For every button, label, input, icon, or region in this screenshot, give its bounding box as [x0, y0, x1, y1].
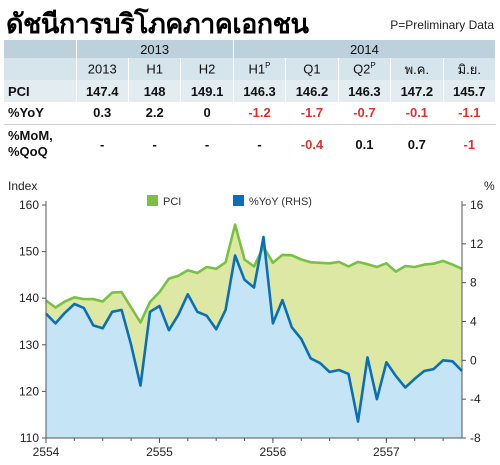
table-row-pci: PCI 147.4 148 149.1 146.3 146.2 146.3 14… — [4, 80, 497, 102]
left-tick-label: 120 — [19, 384, 39, 398]
x-tick-label: 2556 — [260, 445, 287, 459]
col-header: มิ.ย. — [443, 58, 497, 80]
right-tick-label: 8 — [470, 276, 477, 290]
right-tick-label: 12 — [470, 237, 484, 251]
col-header: H2 — [180, 58, 234, 80]
x-tick-label: 2557 — [373, 445, 400, 459]
table-cell: 146.3 — [338, 80, 392, 102]
pci-line — [45, 223, 463, 324]
table-cell: -0.7 — [338, 102, 392, 125]
left-tick-label: 130 — [19, 338, 39, 352]
right-tick-label: 0 — [470, 353, 477, 367]
table-row-yoy: %YoY 0.3 2.2 0 -1.2 -1.7 -0.7 -0.1 -1.1 — [4, 102, 497, 125]
left-tick-label: 150 — [19, 245, 39, 259]
legend-swatch-yoy — [233, 195, 244, 206]
table-cell: -1 — [443, 124, 497, 164]
table-cell: 0.7 — [390, 124, 444, 164]
pci-yoy-chart: 110 120 130 140 150 160 -8 -4 0 4 8 12 16 2554 2555 255… — [8, 179, 495, 459]
col-header: Q1 — [285, 58, 339, 80]
table-cell: 148 — [128, 80, 182, 102]
col-header: พ.ค. — [390, 58, 444, 80]
left-tick-label: 160 — [19, 198, 39, 212]
legend-label-yoy: %YoY (RHS) — [249, 196, 312, 208]
table-cell: 0.3 — [76, 102, 129, 125]
table-cell: 147.4 — [76, 80, 129, 102]
table-cell: 0 — [180, 102, 234, 125]
year-group-2013: 2013 — [76, 40, 234, 58]
chart-area: 110 120 130 140 150 160 -8 -4 0 4 8 12 16 2554 2555 255… — [0, 178, 500, 465]
table-cell: 149.1 — [180, 80, 234, 102]
left-tick-label: 140 — [19, 291, 39, 305]
left-tick-label: 110 — [20, 431, 39, 445]
row-label: %YoY — [4, 102, 77, 125]
table-cell: 146.2 — [285, 80, 339, 102]
col-header: Q2P — [338, 58, 392, 80]
table-period-row: 2013 H1 H2 H1P Q1 Q2P พ.ค. มิ.ย. — [4, 58, 497, 80]
row-label: %MoM, %QoQ — [4, 124, 77, 164]
legend-label-pci: PCI — [163, 196, 181, 208]
table-period-blank — [4, 58, 77, 80]
right-tick-label: -4 — [470, 392, 481, 406]
year-group-2014: 2014 — [233, 40, 497, 58]
right-tick-label: 4 — [470, 315, 477, 329]
table-cell: -1.2 — [233, 102, 287, 125]
page-title: ดัชนีการบริโภคภาคเอกชน — [6, 9, 309, 39]
yoy-line — [45, 235, 463, 423]
right-tick-label: 16 — [470, 198, 484, 212]
header: ดัชนีการบริโภคภาคเอกชน P=Preliminary Dat… — [0, 0, 500, 40]
table-cell: -1.7 — [285, 102, 339, 125]
row-label: PCI — [4, 80, 77, 102]
x-tick-label: 2554 — [33, 445, 60, 459]
table-cell: 146.3 — [233, 80, 287, 102]
right-tick-label: -8 — [470, 431, 481, 445]
table-cell: - — [76, 124, 129, 164]
table-cell: - — [128, 124, 182, 164]
table-cell: -0.4 — [285, 124, 339, 164]
table-cell: - — [180, 124, 234, 164]
data-table: 2013 2014 2013 H1 H2 H1P Q1 Q2P พ.ค. มิ.… — [4, 40, 497, 164]
legend-swatch-pci — [147, 195, 158, 206]
table-cell: 145.7 — [443, 80, 497, 102]
left-axis-title: Index — [8, 179, 37, 193]
table-cell: 0.1 — [338, 124, 392, 164]
table-cell: - — [233, 124, 287, 164]
col-header: H1P — [233, 58, 287, 80]
yoy-area — [46, 237, 462, 438]
table-cell: -0.1 — [390, 102, 444, 125]
table-cell: 147.2 — [390, 80, 444, 102]
table-cell: -1.1 — [443, 102, 497, 125]
preliminary-note: P=Preliminary Data — [390, 18, 494, 32]
table-cell: 2.2 — [128, 102, 182, 125]
table-row-mom: %MoM, %QoQ - - - - -0.4 0.1 0.7 -1 — [4, 124, 497, 164]
table-corner-cell — [4, 40, 77, 58]
x-tick-label: 2555 — [146, 445, 173, 459]
col-header: H1 — [128, 58, 182, 80]
table-year-row: 2013 2014 — [4, 40, 497, 58]
right-axis-title: % — [484, 179, 495, 193]
col-header: 2013 — [76, 58, 129, 80]
